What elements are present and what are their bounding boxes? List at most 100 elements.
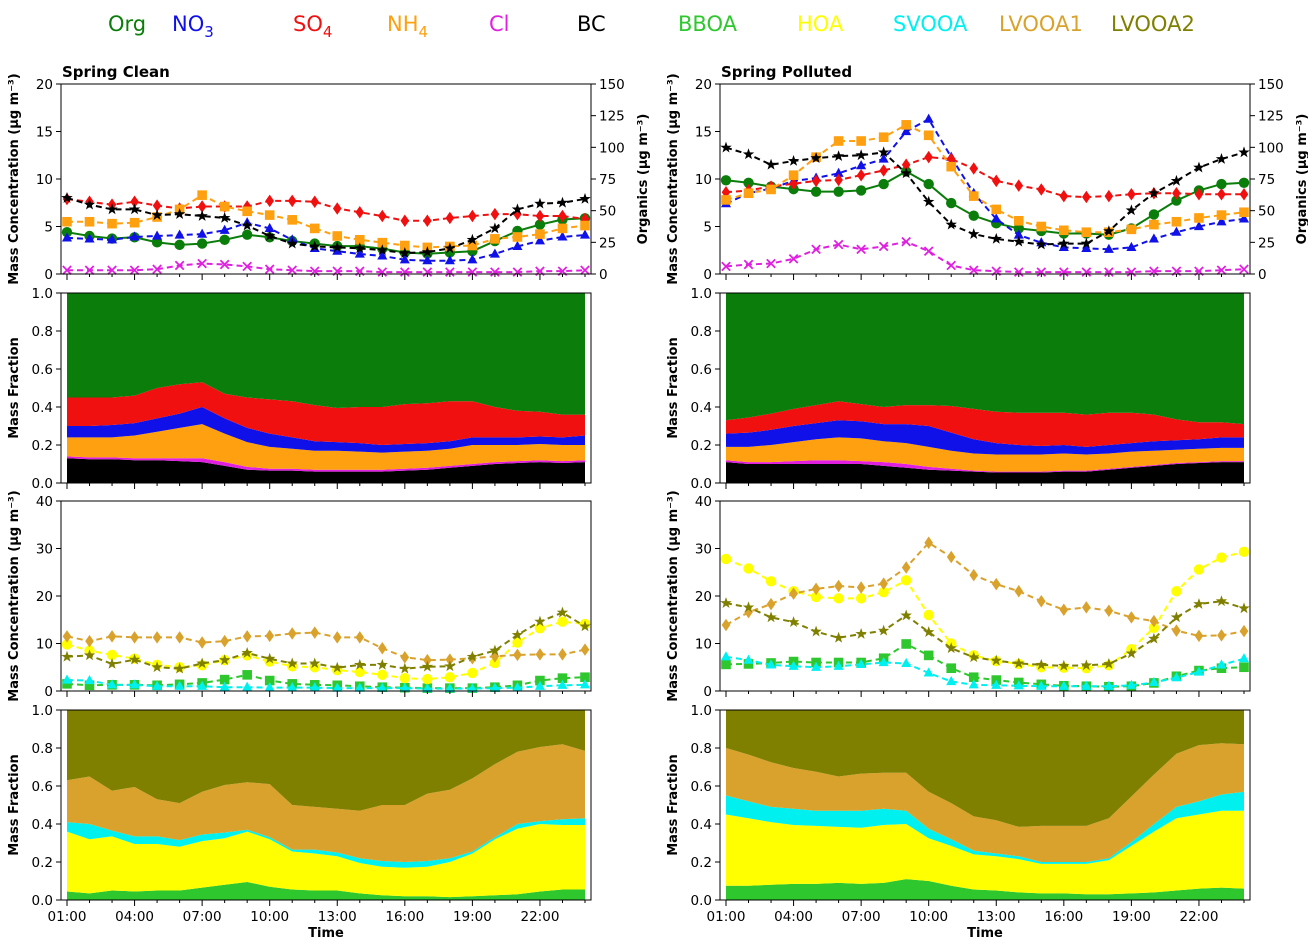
- point-lvooa1: [879, 577, 888, 590]
- area-no3: [726, 420, 1244, 455]
- point-hoa: [534, 623, 546, 634]
- panel-1: 0 5 10 15 20 0 25 50 75 100 125 150 Organics (μg m⁻³…: [7, 63, 651, 285]
- point-lvooa1: [924, 536, 934, 550]
- point-lvooa1: [811, 582, 821, 596]
- area-hoa: [726, 810, 1244, 895]
- point-svooa: [1036, 680, 1047, 690]
- y2-tick-label: 0: [599, 267, 608, 283]
- point-no3: [354, 248, 365, 258]
- point-bc: [106, 203, 118, 215]
- point-hoa: [354, 666, 365, 678]
- point-svooa: [1193, 666, 1204, 676]
- point-cl: [62, 265, 72, 276]
- y-tick-label: 20: [36, 77, 53, 93]
- point-bboa: [242, 670, 252, 680]
- point-so4: [1194, 187, 1204, 201]
- point-hoa: [1238, 546, 1250, 558]
- point-cl: [512, 267, 523, 277]
- point-org: [878, 178, 889, 190]
- point-nh4: [377, 237, 388, 248]
- point-cl: [174, 260, 185, 271]
- y-tick-label: 1.0: [32, 286, 53, 302]
- point-org: [196, 238, 208, 249]
- x-tick-label: 10:00: [909, 909, 948, 925]
- point-no3: [1171, 226, 1182, 236]
- point-org: [720, 175, 732, 186]
- legend-entry-org: Org: [108, 12, 146, 36]
- point-so4: [535, 209, 545, 223]
- point-cl: [377, 267, 388, 277]
- point-lvooa1: [856, 581, 866, 594]
- area-org: [67, 293, 585, 415]
- point-so4: [1059, 189, 1069, 203]
- y2-tick-label: 125: [1258, 109, 1284, 125]
- point-so4: [834, 173, 843, 187]
- point-bc: [128, 203, 141, 215]
- x-tick-label: 19:00: [1112, 909, 1151, 925]
- point-lvooa2: [1238, 602, 1250, 614]
- point-svooa: [991, 679, 1002, 689]
- point-svooa: [743, 654, 754, 664]
- point-svooa: [219, 681, 230, 691]
- point-bc: [263, 230, 276, 241]
- point-so4: [355, 206, 365, 219]
- point-bc: [241, 219, 253, 231]
- point-no3: [152, 230, 163, 240]
- point-lvooa2: [922, 626, 935, 637]
- point-nh4: [856, 136, 866, 146]
- point-svooa: [1126, 679, 1137, 689]
- point-nh4: [788, 170, 799, 180]
- point-org: [855, 185, 867, 196]
- y-tick-label: 0.4: [691, 817, 712, 833]
- point-nh4: [968, 191, 979, 201]
- point-so4: [811, 174, 821, 188]
- point-lvooa1: [513, 648, 522, 662]
- legend-entry-so4: SO4: [293, 12, 332, 41]
- point-bboa: [580, 672, 590, 683]
- y2-tick-label: 25: [599, 235, 616, 251]
- legend-entry-lvooa1: LVOOA1: [999, 12, 1083, 36]
- panel-3: 0.0 0.2 0.4 0.6 0.8 1.0 Mass Fraction: [7, 286, 592, 492]
- point-cl: [152, 264, 162, 275]
- point-so4: [946, 152, 956, 166]
- point-lvooa2: [263, 652, 276, 664]
- point-nh4: [84, 216, 95, 227]
- point-cl: [1058, 267, 1069, 277]
- point-so4: [445, 211, 455, 225]
- point-lvooa2: [855, 628, 867, 639]
- point-svooa: [1238, 653, 1250, 663]
- point-hoa: [900, 575, 912, 586]
- point-hoa: [765, 576, 777, 587]
- point-cl: [129, 265, 140, 276]
- y-tick-label: 1.0: [691, 286, 712, 302]
- point-lvooa1: [946, 550, 956, 564]
- point-cl: [287, 265, 298, 276]
- point-lvooa2: [787, 616, 800, 627]
- point-bc: [742, 148, 755, 160]
- point-no3: [377, 250, 388, 260]
- point-bc: [1125, 204, 1138, 216]
- point-bc: [1080, 237, 1093, 249]
- point-lvooa1: [1082, 601, 1091, 614]
- x-tick-label: 19:00: [453, 909, 492, 925]
- point-cl: [946, 260, 957, 271]
- point-hoa: [743, 563, 754, 574]
- point-so4: [152, 199, 162, 212]
- point-nh4: [490, 234, 500, 244]
- point-hoa: [923, 609, 934, 621]
- point-bboa: [721, 659, 731, 670]
- point-org: [1238, 177, 1250, 188]
- point-no3: [1013, 229, 1024, 239]
- x-axis-label: Time: [967, 926, 1003, 940]
- y-tick-label: 20: [36, 589, 53, 605]
- point-bc: [810, 152, 822, 163]
- point-lvooa2: [128, 653, 141, 665]
- point-bc: [511, 203, 524, 215]
- point-lvooa2: [765, 611, 777, 623]
- point-bc: [855, 149, 867, 161]
- y2-tick-label: 75: [1258, 172, 1275, 188]
- point-cl: [901, 236, 912, 247]
- point-cl: [399, 267, 410, 277]
- point-bboa: [946, 663, 957, 673]
- point-no3: [878, 153, 889, 163]
